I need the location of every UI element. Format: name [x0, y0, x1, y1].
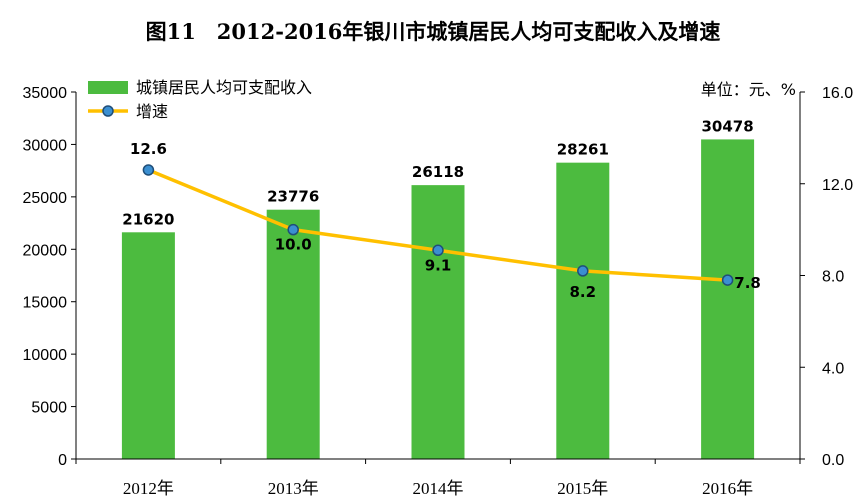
- legend-bar-swatch: [88, 81, 128, 94]
- income-data-label: 23776: [267, 188, 319, 206]
- right-tick-label: 0.0: [822, 452, 844, 469]
- x-tick-label: 2014年: [413, 479, 464, 498]
- x-tick-label: 2013年: [268, 479, 319, 498]
- income-data-label: 21620: [122, 210, 174, 228]
- growth-marker: [577, 265, 589, 277]
- growth-data-label: 12.6: [130, 140, 167, 158]
- income-bar: [266, 209, 320, 459]
- growth-marker: [432, 244, 444, 257]
- income-data-label: 26118: [412, 163, 464, 181]
- x-tick-label: 2012年: [123, 479, 174, 498]
- right-tick-label: 12.0: [822, 177, 853, 194]
- income-bar: [121, 232, 175, 459]
- unit-label: 单位：元、%: [701, 80, 796, 99]
- right-tick-label: 4.0: [822, 360, 844, 377]
- legend-bar-label: 城镇居民人均可支配收入: [136, 78, 312, 97]
- growth-marker: [721, 274, 734, 286]
- growth-data-label: 9.1: [425, 256, 452, 274]
- x-tick-label: 2015年: [557, 479, 608, 498]
- chart-title: 图11 2012-2016年银川市城镇居民人均可支配收入及增速: [145, 19, 721, 44]
- right-tick-label: 8.0: [822, 269, 844, 286]
- income-bar: [556, 162, 610, 460]
- left-tick-label: 10000: [23, 347, 68, 364]
- left-tick-label: 15000: [23, 295, 68, 312]
- left-tick-label: 5000: [31, 400, 67, 417]
- growth-data-label: 7.8: [734, 274, 761, 292]
- x-tick-label: 2016年: [702, 479, 753, 498]
- left-tick-label: 25000: [23, 190, 68, 207]
- left-tick-label: 35000: [23, 85, 68, 102]
- growth-data-label: 8.2: [570, 283, 597, 301]
- income-bar: [411, 185, 465, 460]
- left-tick-label: 0: [58, 452, 67, 469]
- legend-line-label: 增速: [136, 102, 168, 121]
- right-tick-label: 16.0: [822, 85, 853, 102]
- legend-line-marker: [102, 105, 114, 117]
- left-tick-label: 20000: [23, 242, 68, 259]
- income-bar: [701, 139, 755, 460]
- left-tick-label: 30000: [23, 137, 68, 154]
- income-data-label: 28261: [557, 141, 609, 159]
- income-data-label: 30478: [702, 117, 754, 135]
- growth-data-label: 10.0: [275, 236, 312, 254]
- growth-marker: [142, 164, 155, 176]
- growth-marker: [287, 223, 299, 236]
